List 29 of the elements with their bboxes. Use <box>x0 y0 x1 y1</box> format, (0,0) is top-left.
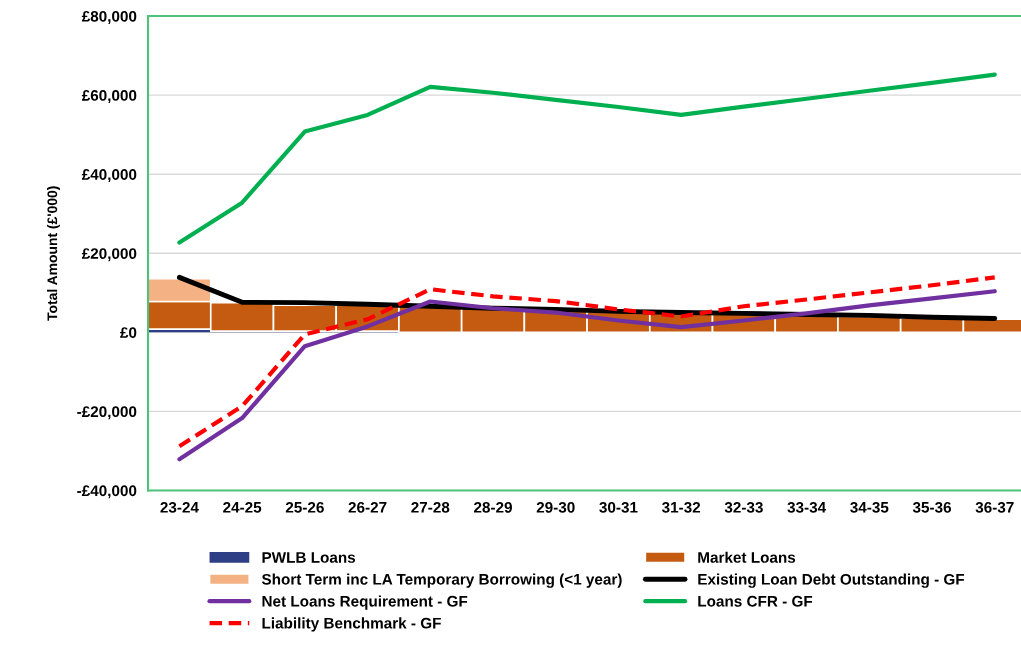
y-axis-title: Total Amount (£'000) <box>47 186 60 321</box>
x-tick-label: 28-29 <box>473 501 512 513</box>
legend-label: Net Loans Requirement - GF <box>262 595 468 610</box>
legend-label: Short Term inc LA Temporary Borrowing (<1 year) <box>261 573 622 588</box>
y-tick-label: £40,000 <box>81 169 137 183</box>
x-tick-label: 31-32 <box>661 501 701 513</box>
legend-label: Market Loans <box>698 551 796 563</box>
x-tick-label: 27-28 <box>411 501 450 513</box>
y-tick-label: £20,000 <box>81 248 137 262</box>
x-tick-label: 29-30 <box>536 501 575 513</box>
legend-label: PWLB Loans <box>262 552 356 563</box>
x-tick-label: 35-36 <box>912 501 952 513</box>
x-tick-label: 34-35 <box>850 501 889 513</box>
legend-label: Liability Benchmark - GF <box>262 617 441 632</box>
x-tick-label: 30-31 <box>599 501 638 513</box>
x-tick-label: 36-37 <box>975 501 1014 513</box>
y-tick-label: £0 <box>120 327 137 339</box>
y-tick-label: -£20,000 <box>77 406 137 420</box>
y-tick-label: £60,000 <box>81 90 137 104</box>
y-tick-label: -£40,000 <box>77 485 137 499</box>
x-tick-label: 33-34 <box>787 501 827 513</box>
x-tick-label: 26-27 <box>348 501 387 513</box>
legend-label: Existing Loan Debt Outstanding - GF <box>698 573 965 588</box>
legend-label: Loans CFR - GF <box>698 595 813 607</box>
x-tick-label: 25-26 <box>285 501 324 513</box>
x-tick-label: 24-25 <box>223 501 262 513</box>
x-tick-label: 23-24 <box>160 501 199 513</box>
x-tick-label: 32-33 <box>724 501 763 513</box>
y-tick-label: £80,000 <box>81 10 137 24</box>
